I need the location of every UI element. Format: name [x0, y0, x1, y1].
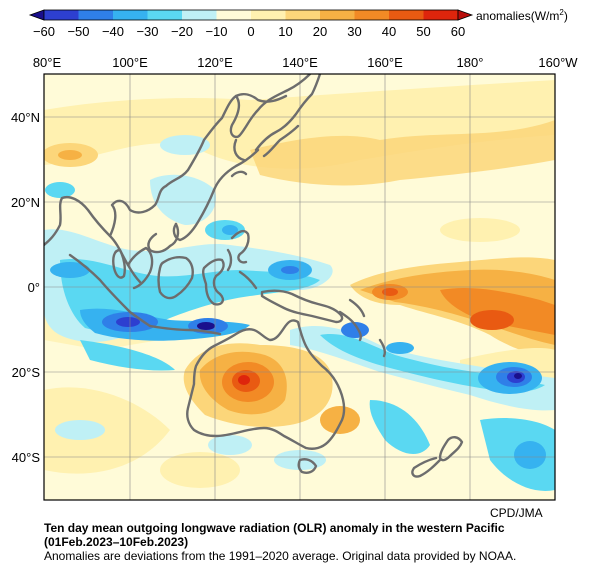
- figure-period: (01Feb.2023–10Feb.2023): [44, 535, 189, 549]
- colorbar-cell: [423, 10, 459, 20]
- colorbar-tick-label: 10: [278, 24, 292, 39]
- colorbar-tick-label: 50: [416, 24, 430, 39]
- lon-label-160e: 160°E: [367, 55, 403, 70]
- colorbar-tick-label: −50: [67, 24, 89, 39]
- colorbar-tick-label: −40: [102, 24, 124, 39]
- colorbar-unit-label: anomalies(W/m2): [476, 8, 568, 23]
- lon-label-180: 180°: [457, 55, 484, 70]
- lat-label-20s: 20°S: [12, 365, 41, 380]
- colorbar-tick-label: 60: [451, 24, 465, 39]
- colorbar-tick-label: −10: [205, 24, 227, 39]
- lat-label-40n: 40°N: [11, 110, 40, 125]
- colorbar-high-arrow: [457, 9, 474, 21]
- lon-label-80e: 80°E: [33, 55, 62, 70]
- colorbar-tick-label: 0: [247, 24, 254, 39]
- credit-label: CPD/JMA: [490, 506, 543, 520]
- colorbar-tick-label: 30: [347, 24, 361, 39]
- colorbar-cell: [113, 10, 148, 20]
- colorbar-cell: [182, 10, 217, 20]
- colorbar-tick-label: 20: [313, 24, 327, 39]
- colorbar-tick-label: −30: [136, 24, 158, 39]
- latitude-labels: 40°N 20°N 0° 20°S 40°S: [11, 110, 40, 465]
- figure-title: Ten day mean outgoing longwave radiation…: [44, 521, 505, 535]
- lon-label-120e: 120°E: [197, 55, 233, 70]
- colorbar-low-arrow: [28, 9, 45, 21]
- lat-label-40s: 40°S: [12, 450, 41, 465]
- colorbar-cell: [147, 10, 183, 20]
- lat-label-0: 0°: [28, 280, 40, 295]
- colorbar-tick-label: −20: [171, 24, 193, 39]
- anomaly-field: [44, 74, 555, 500]
- lon-label-140e: 140°E: [282, 55, 318, 70]
- colorbar-cell: [216, 10, 252, 20]
- colorbar-cell: [320, 10, 355, 20]
- lat-label-20n: 20°N: [11, 195, 40, 210]
- coastlines: [44, 74, 464, 478]
- colorbar-cell: [354, 10, 390, 20]
- colorbar-cell: [251, 10, 286, 20]
- figure-note: Anomalies are deviations from the 1991–2…: [44, 549, 517, 563]
- colorbar-cell: [44, 10, 79, 20]
- lon-label-160w: 160°W: [538, 55, 578, 70]
- colorbar-cell: [78, 10, 114, 20]
- lon-label-100e: 100°E: [112, 55, 148, 70]
- colorbar: −60 −50 −40 −30 −20 −10 0 10 20 30 40 50 60 anomalie…: [28, 8, 568, 39]
- colorbar-tick-label: 40: [382, 24, 396, 39]
- lat-lon-grid: [44, 74, 555, 500]
- longitude-labels: 80°E 100°E 120°E 140°E 160°E 180° 160°W: [33, 55, 578, 70]
- colorbar-tick-label: −60: [33, 24, 55, 39]
- colorbar-cell: [389, 10, 424, 20]
- map-frame: [43, 73, 556, 501]
- colorbar-cell: [285, 10, 321, 20]
